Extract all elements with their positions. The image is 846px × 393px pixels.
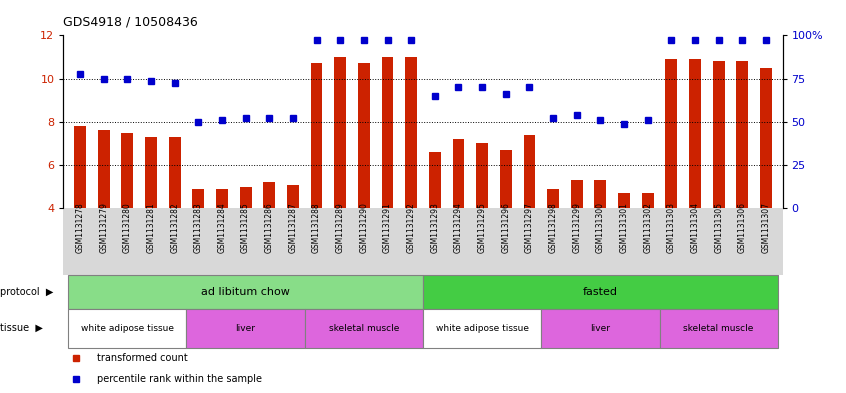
Bar: [216, 189, 228, 208]
Text: tissue  ▶: tissue ▶: [0, 323, 43, 333]
Bar: [186, 309, 305, 348]
Bar: [524, 135, 536, 208]
Text: fasted: fasted: [583, 287, 618, 297]
Bar: [547, 189, 559, 208]
Bar: [192, 189, 204, 208]
Bar: [618, 193, 630, 208]
Bar: [69, 275, 423, 309]
Bar: [541, 309, 660, 348]
Bar: [239, 187, 251, 208]
Bar: [666, 59, 678, 208]
Bar: [168, 137, 180, 208]
Text: liver: liver: [235, 324, 255, 332]
Bar: [145, 137, 157, 208]
Bar: [287, 185, 299, 208]
Bar: [405, 57, 417, 208]
Bar: [310, 64, 322, 208]
Bar: [69, 309, 186, 348]
Bar: [760, 68, 772, 208]
Text: GDS4918 / 10508436: GDS4918 / 10508436: [63, 16, 198, 29]
Bar: [453, 139, 464, 208]
Bar: [334, 57, 346, 208]
Text: white adipose tissue: white adipose tissue: [81, 324, 173, 332]
Text: protocol  ▶: protocol ▶: [0, 287, 53, 297]
Bar: [423, 309, 541, 348]
Bar: [689, 59, 701, 208]
Bar: [74, 126, 86, 208]
Bar: [660, 309, 777, 348]
Text: skeletal muscle: skeletal muscle: [329, 324, 399, 332]
Text: liver: liver: [591, 324, 611, 332]
Bar: [571, 180, 583, 208]
Bar: [595, 180, 607, 208]
Text: white adipose tissue: white adipose tissue: [436, 324, 529, 332]
Text: transformed count: transformed count: [97, 353, 188, 363]
Bar: [642, 193, 654, 208]
Text: percentile rank within the sample: percentile rank within the sample: [97, 374, 262, 384]
Bar: [98, 130, 110, 208]
Bar: [382, 57, 393, 208]
Bar: [423, 275, 777, 309]
Text: skeletal muscle: skeletal muscle: [684, 324, 754, 332]
Bar: [500, 150, 512, 208]
Bar: [263, 182, 275, 208]
Bar: [305, 309, 423, 348]
Bar: [429, 152, 441, 208]
Bar: [736, 61, 748, 208]
Bar: [358, 64, 370, 208]
Text: ad libitum chow: ad libitum chow: [201, 287, 290, 297]
Bar: [713, 61, 724, 208]
Bar: [122, 133, 133, 208]
Bar: [476, 143, 488, 208]
